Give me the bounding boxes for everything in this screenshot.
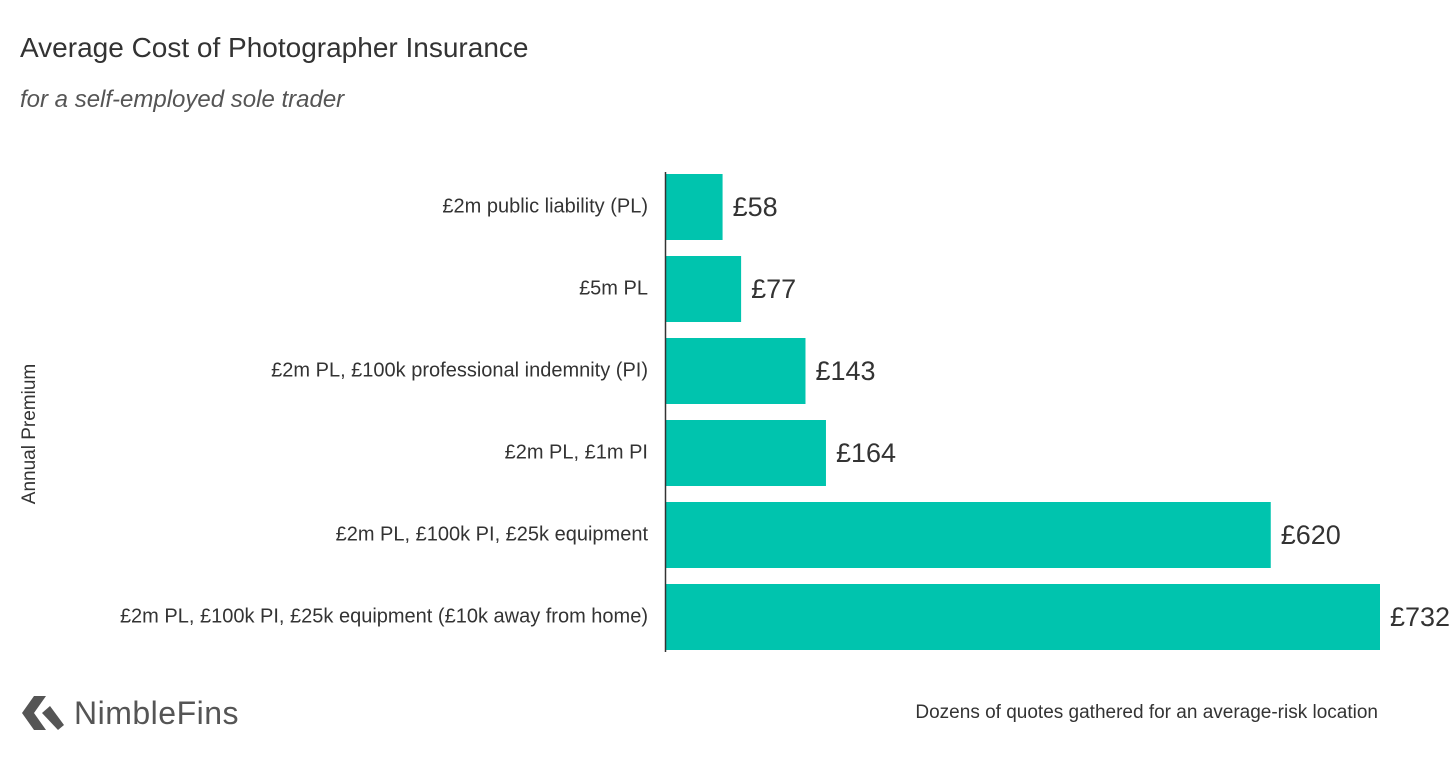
arrow-chevron-icon <box>22 696 64 730</box>
bar-3 <box>666 420 826 486</box>
category-label-1: £5m PL <box>579 277 648 299</box>
bar-0 <box>666 174 723 240</box>
bars-group: £2m public liability (PL) £58 £5m PL £77 £2m… <box>120 174 1450 650</box>
value-label-4: £620 <box>1281 520 1341 550</box>
bar-2 <box>666 338 806 404</box>
category-label-2: £2m PL, £100k professional indemnity (PI… <box>271 359 648 381</box>
bar-chart: £2m public liability (PL) £58 £5m PL £77 £2m… <box>120 172 1450 652</box>
brand-logo: NimbleFins <box>20 694 239 732</box>
bar-4 <box>666 502 1271 568</box>
brand-name: NimbleFins <box>74 694 240 731</box>
chart-title: Average Cost of Photographer Insurance <box>20 32 529 63</box>
category-label-4: £2m PL, £100k PI, £25k equipment <box>336 523 649 545</box>
value-label-3: £164 <box>836 438 896 468</box>
bar-5 <box>666 584 1380 650</box>
value-label-5: £732 <box>1390 602 1450 632</box>
value-label-1: £77 <box>751 274 796 304</box>
footnote: Dozens of quotes gathered for an average… <box>915 702 1378 723</box>
value-label-0: £58 <box>733 192 778 222</box>
category-label-5: £2m PL, £100k PI, £25k equipment (£10k a… <box>120 605 648 627</box>
bar-1 <box>666 256 742 322</box>
value-label-2: £143 <box>815 356 875 386</box>
category-label-0: £2m public liability (PL) <box>442 195 648 217</box>
category-label-3: £2m PL, £1m PI <box>505 441 648 463</box>
chart-subtitle: for a self-employed sole trader <box>20 86 345 113</box>
